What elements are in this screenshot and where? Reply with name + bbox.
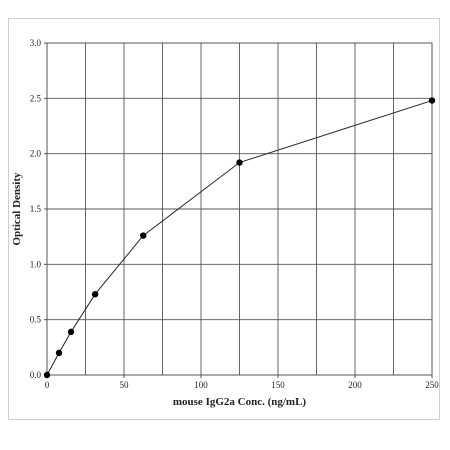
y-axis-title: Optical Density bbox=[11, 172, 23, 246]
data-point bbox=[236, 159, 243, 166]
chart-frame bbox=[8, 18, 440, 420]
x-tick-label: 250 bbox=[425, 380, 439, 390]
x-tick-label: 150 bbox=[271, 380, 285, 390]
x-tick-label: 0 bbox=[45, 380, 50, 390]
y-tick-label: 1.5 bbox=[30, 204, 42, 214]
data-point bbox=[67, 328, 75, 336]
grid bbox=[46, 42, 433, 376]
x-axis-title: mouse IgG2a Conc. (ng/mL) bbox=[173, 396, 307, 408]
y-tick-label: 3.0 bbox=[30, 38, 42, 48]
tick-labels: 0 50 100 150 200 250 0.0 0.5 1.0 1.5 2.0 2.5 3.0 bbox=[30, 38, 440, 390]
y-tick-label: 1.0 bbox=[30, 259, 42, 269]
data-point bbox=[140, 232, 147, 239]
y-tick-label: 0.5 bbox=[30, 315, 42, 325]
axes bbox=[44, 42, 433, 378]
data-point bbox=[43, 371, 51, 379]
y-tick-label: 2.5 bbox=[30, 93, 42, 103]
x-tick-label: 50 bbox=[120, 380, 130, 390]
x-tick-label: 100 bbox=[194, 380, 208, 390]
y-tick-label: 0.0 bbox=[30, 370, 42, 380]
data-series bbox=[43, 97, 436, 379]
y-tick-label: 2.0 bbox=[30, 149, 42, 159]
data-point bbox=[428, 97, 436, 104]
data-point bbox=[91, 291, 99, 298]
data-point bbox=[55, 349, 63, 357]
x-tick-label: 200 bbox=[348, 380, 362, 390]
